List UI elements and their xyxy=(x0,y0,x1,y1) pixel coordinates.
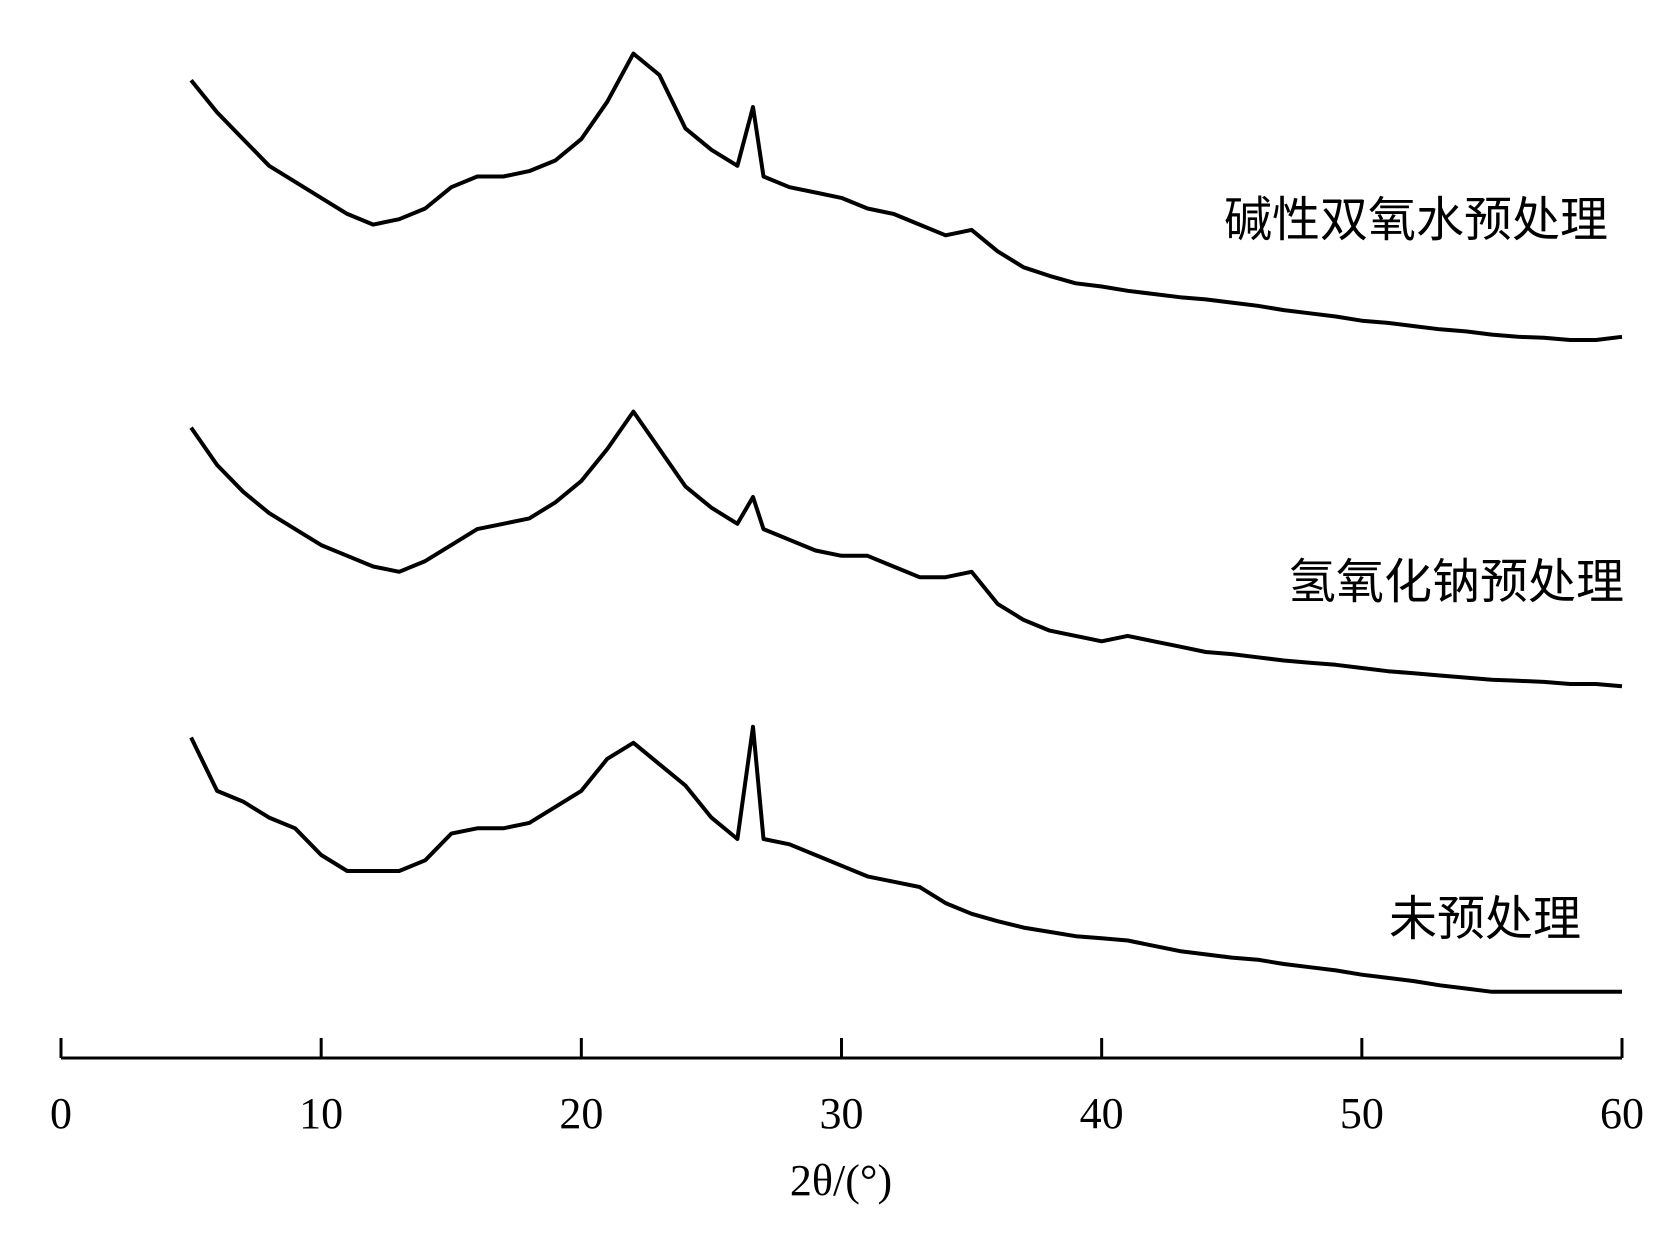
x-tick-label: 60 xyxy=(1600,1089,1644,1138)
xrd-curve xyxy=(189,724,1622,994)
xrd-curve xyxy=(189,409,1623,689)
x-tick-label: 30 xyxy=(820,1089,864,1138)
curve-label: 氢氧化钠预处理 xyxy=(1288,554,1624,610)
x-tick-label: 40 xyxy=(1080,1089,1124,1138)
x-tick-label: 50 xyxy=(1340,1089,1384,1138)
curve-label: 碱性双氧水预处理 xyxy=(1224,192,1608,248)
xrd-curve xyxy=(189,51,1623,342)
x-tick-label: 20 xyxy=(559,1089,603,1138)
x-tick-label: 0 xyxy=(50,1089,72,1138)
curve-label: 未预处理 xyxy=(1389,891,1581,947)
x-axis-label: 2θ/(°) xyxy=(790,1156,892,1205)
x-tick-label: 10 xyxy=(299,1089,343,1138)
